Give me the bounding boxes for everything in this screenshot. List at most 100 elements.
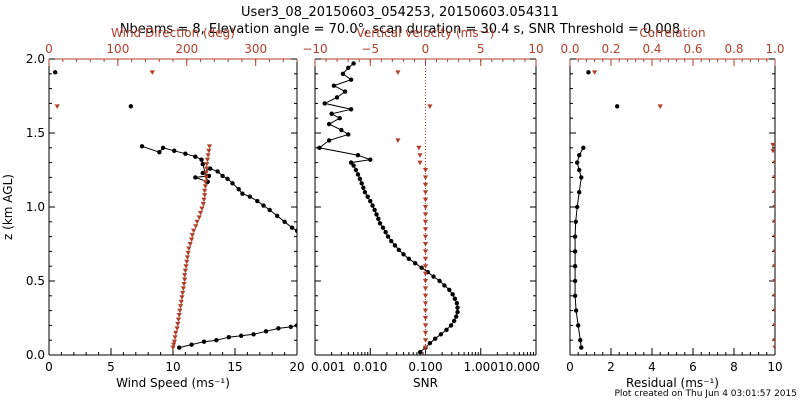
x-top-tick-label: 10 <box>528 42 543 56</box>
data-point <box>772 219 775 225</box>
data-point <box>401 252 406 257</box>
data-point <box>53 70 58 75</box>
x-bottom-tick-label: 15 <box>227 360 242 374</box>
data-point <box>204 162 210 167</box>
data-point <box>422 345 429 351</box>
data-point <box>422 212 429 217</box>
data-point <box>592 70 598 75</box>
panel-vertical-velocity-snr: 0.001 0.010 0.100 1.000 10.000 SNR −10 −5 0 5 10 Ve… <box>302 26 543 390</box>
x-top-axis-title: Correlation <box>639 26 705 40</box>
data-point <box>572 249 578 254</box>
x-bottom-tick-label: 20 <box>289 360 304 374</box>
data-point <box>289 225 295 230</box>
data-point <box>267 207 272 213</box>
x-bottom-tick-label: 8 <box>730 360 738 374</box>
data-point <box>337 116 342 121</box>
data-point <box>247 194 253 199</box>
plot-area <box>53 70 297 351</box>
data-point <box>422 316 429 321</box>
x-bottom-tick-label: 4 <box>648 360 656 374</box>
data-point <box>450 292 455 297</box>
x-bottom-tick-label: 0 <box>45 360 53 374</box>
data-point <box>395 138 401 143</box>
data-point <box>191 228 197 234</box>
data-point <box>193 224 199 229</box>
data-point <box>187 242 193 247</box>
data-point <box>417 349 423 355</box>
data-point <box>225 176 230 182</box>
data-point <box>368 198 373 204</box>
data-point <box>355 172 361 177</box>
x-top-axis-title: Vertical velocity (ms⁻¹) <box>357 26 495 40</box>
data-point <box>577 190 582 195</box>
data-point <box>578 338 583 343</box>
data-point <box>417 153 423 158</box>
data-point <box>239 333 244 338</box>
x-bottom-tick-label: 0.010 <box>353 360 387 374</box>
data-point <box>185 250 191 256</box>
data-point <box>772 279 775 284</box>
data-point <box>342 89 348 94</box>
data-point <box>351 61 356 66</box>
data-point <box>334 95 340 100</box>
data-point <box>170 345 176 351</box>
data-point <box>422 279 429 284</box>
data-point <box>427 104 433 109</box>
data-point <box>203 170 209 176</box>
data-point <box>422 286 429 291</box>
data-point <box>574 160 580 165</box>
data-point <box>160 145 166 150</box>
data-point <box>772 234 775 240</box>
data-point <box>365 194 370 199</box>
data-point <box>572 278 578 284</box>
data-point <box>572 264 578 269</box>
data-point <box>171 339 177 345</box>
x-top-tick-label: 0 <box>422 42 430 56</box>
data-point <box>573 308 579 313</box>
data-point <box>380 225 386 230</box>
data-point <box>361 185 366 190</box>
x-bottom-axis-title: Wind Speed (ms⁻¹) <box>116 376 230 390</box>
data-point <box>340 71 346 77</box>
data-point <box>447 287 452 293</box>
data-point <box>184 255 191 260</box>
data-point <box>220 173 225 179</box>
data-point <box>614 104 620 109</box>
data-point <box>186 246 192 252</box>
data-point <box>331 83 337 88</box>
data-point <box>422 227 429 232</box>
x-bottom-axis-title: SNR <box>413 376 438 390</box>
data-point <box>139 144 145 149</box>
data-point <box>419 265 424 270</box>
data-point <box>236 187 241 192</box>
x-bottom-tick-label: 5 <box>107 360 115 374</box>
data-point <box>177 304 184 309</box>
data-point <box>438 332 444 337</box>
data-point <box>370 203 375 208</box>
x-bottom-tick-label: 2 <box>607 360 615 374</box>
plot-area <box>572 70 775 351</box>
data-point <box>202 179 208 185</box>
data-point <box>417 160 423 166</box>
data-point <box>206 144 213 149</box>
data-point <box>294 323 297 328</box>
data-point <box>206 148 212 154</box>
data-point <box>455 305 460 310</box>
data-point <box>772 293 775 299</box>
data-point <box>171 342 177 348</box>
panel-wind: 0.0 0.5 1.0 1.5 2.0 z (km AGL) 0 5 10 15 20 Wind Sp… <box>1 26 305 390</box>
data-point <box>772 308 775 314</box>
data-point <box>177 345 182 350</box>
data-point <box>422 308 429 314</box>
data-point <box>395 70 401 75</box>
x-bottom-tick-label: 1.000 <box>464 360 498 374</box>
data-point <box>448 323 454 328</box>
data-point <box>406 256 412 261</box>
data-point <box>455 309 460 315</box>
data-point <box>422 182 429 188</box>
data-point <box>422 219 429 225</box>
data-point <box>274 213 280 219</box>
data-point <box>329 111 334 116</box>
x-bottom-tick-label: 0.100 <box>408 360 442 374</box>
data-point <box>355 153 361 158</box>
